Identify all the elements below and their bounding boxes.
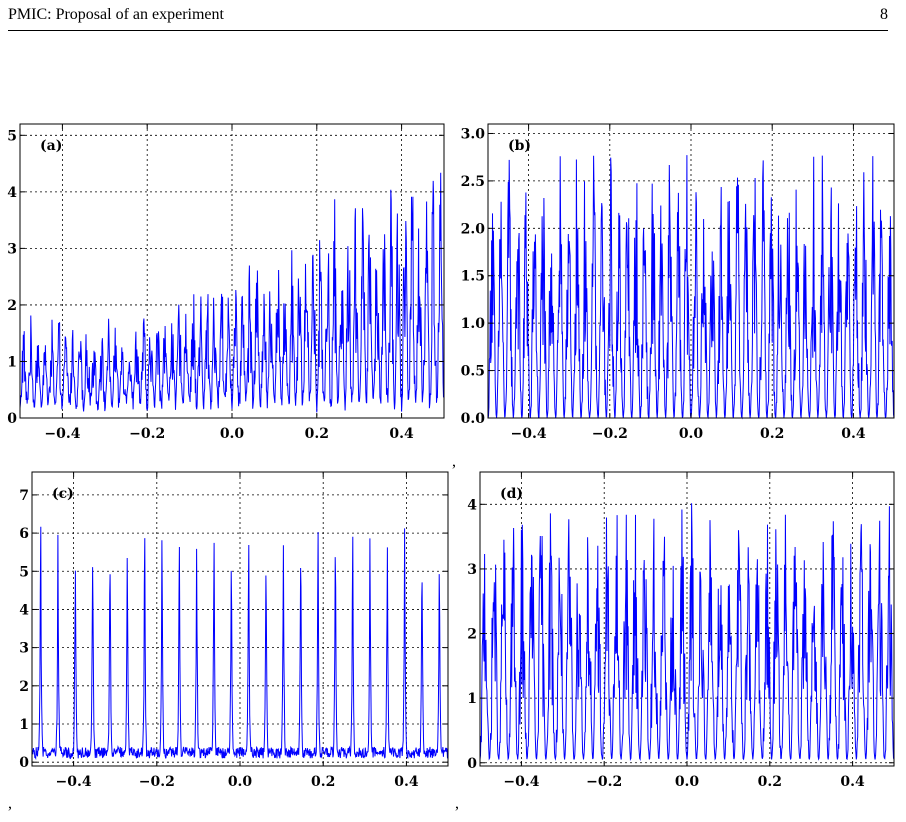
y-tick-label: 2.5 [461,174,485,190]
panel-b: −0.4 −0.2 0.0 0.2 0.4 0.0 0.5 1.0 1.5 2.0 2.5 3.0 (b… [461,123,895,442]
x-tick-label: 0.0 [679,426,704,442]
y-tick-label: 1 [467,691,477,707]
separator-comma: , [8,795,12,812]
y-tick-label: 0 [19,755,29,771]
y-tick-label: 4 [467,497,477,513]
x-tick-label: −0.2 [139,774,175,790]
page-number: 8 [880,6,888,23]
y-tick-label: 1.0 [461,316,486,332]
y-tick-label: 3 [7,241,17,257]
y-tick-label: 3 [19,641,29,657]
y-tick-label: 2 [467,627,477,643]
x-tick-label: 0.2 [760,426,784,442]
separator-comma: , [452,453,456,470]
data-series-line [19,172,445,413]
header-title: PMIC: Proposal of an experiment [8,6,224,23]
x-tick-label: 0.2 [305,426,329,442]
panel-label: (a) [40,138,62,154]
panel-d: −0.4 −0.2 0.0 0.2 0.4 0 1 2 3 4 (d) [467,471,895,790]
x-tick-label: 0.0 [220,426,245,442]
x-tick-label: −0.4 [503,774,539,790]
y-tick-label: 3.0 [461,126,486,142]
panel-label: (b) [508,138,531,154]
running-header: PMIC: Proposal of an experiment 8 [8,0,888,31]
y-tick-label: 4 [7,185,17,201]
panel-c: −0.4 −0.2 0.0 0.2 0.4 0 1 2 3 4 5 6 7 (c) [19,471,449,790]
x-tick-label: 0.4 [841,426,866,442]
panel-a: −0.4 −0.2 0.0 0.2 0.4 0 1 2 3 4 5 (a) [7,123,445,442]
x-tick-label: 0.2 [311,774,335,790]
panel-label: (d) [500,486,523,502]
x-tick-label: −0.2 [586,774,622,790]
x-tick-label: 0.4 [394,774,419,790]
y-tick-label: 7 [19,488,29,504]
x-tick-label: −0.2 [129,426,165,442]
y-tick-label: 5 [7,128,17,144]
x-tick-label: −0.4 [56,774,92,790]
y-tick-label: 1 [7,354,17,370]
y-tick-label: 6 [19,526,29,542]
panel-label: (c) [52,486,74,502]
y-tick-label: 0 [467,756,477,772]
separator-comma: , [455,795,459,812]
x-tick-label: 0.0 [228,774,253,790]
x-tick-label: 0.0 [675,774,700,790]
x-tick-label: −0.4 [511,426,547,442]
data-series-line [31,526,449,761]
x-tick-label: −0.4 [44,426,80,442]
y-tick-label: 4 [19,602,29,618]
y-tick-label: 1.5 [461,269,485,285]
data-series-line [479,503,895,762]
y-tick-label: 0 [7,411,17,427]
x-tick-label: 0.2 [758,774,782,790]
y-tick-label: 0.5 [461,364,485,380]
y-tick-label: 0.0 [461,411,486,427]
x-tick-label: 0.4 [840,774,865,790]
y-tick-label: 2 [7,298,17,314]
y-tick-label: 1 [19,717,29,733]
x-tick-label: 0.4 [389,426,414,442]
y-tick-label: 2.0 [461,221,486,237]
x-tick-label: −0.2 [592,426,628,442]
y-tick-label: 3 [467,562,477,578]
y-tick-label: 2 [19,679,29,695]
y-tick-label: 5 [19,564,29,580]
